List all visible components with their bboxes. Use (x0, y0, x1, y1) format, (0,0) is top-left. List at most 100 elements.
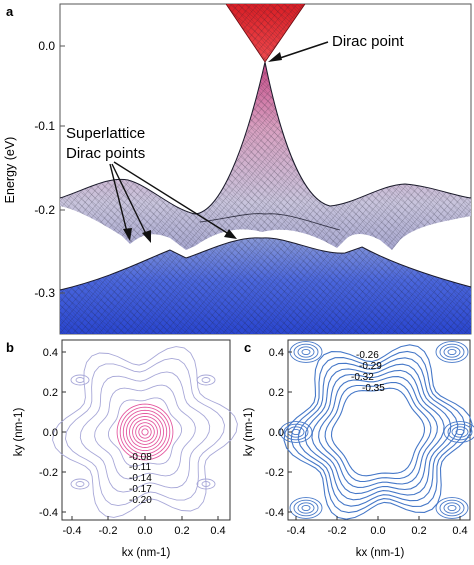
contour-line (447, 423, 473, 441)
contour-line (138, 425, 152, 439)
lower-band-surface (59, 237, 472, 334)
panel-b-xtick-2: 0.0 (137, 525, 152, 537)
panel-a-y-axis: 0.0 -0.1 -0.2 -0.3 Energy (eV) (3, 39, 65, 300)
contour-line (135, 422, 155, 442)
contour-line (79, 371, 211, 493)
contour-line (52, 346, 238, 518)
panel-c-contours (279, 341, 474, 520)
contour-line (297, 346, 315, 358)
contour-line (318, 376, 438, 488)
contour-line (297, 357, 459, 507)
superlattice-arrow-1 (109, 163, 129, 237)
contour-line (75, 377, 85, 383)
superlattice-arrowhead-1 (123, 228, 132, 241)
superlattice-arrowhead-3 (224, 229, 237, 239)
contour-line (196, 374, 216, 386)
superlattice-arrow-3 (113, 161, 233, 237)
contour-line (455, 428, 465, 436)
panel-c-ytick-4: -0.4 (265, 507, 284, 519)
contour-line (330, 387, 426, 477)
dirac-point-arrowhead (268, 52, 282, 62)
contour-line (293, 343, 319, 361)
panel-a-ylabel: Energy (eV) (3, 137, 17, 204)
panel-c: c -0.26 -0.29 -0.32 -0.35 -0.4 -0.2 0.0 … (243, 339, 474, 559)
contour-line (116, 403, 174, 461)
panel-b-contours (52, 346, 238, 518)
panel-b-xtick-0: -0.4 (63, 525, 82, 537)
contour-line (311, 369, 445, 495)
panel-a-tick-3: -0.3 (34, 286, 55, 300)
contour-line (107, 397, 183, 467)
dirac-point-arrow (273, 41, 329, 61)
panel-b-xtick-1: -0.2 (99, 525, 118, 537)
contour-line (201, 377, 211, 383)
panel-c-ytick-3: -0.2 (265, 467, 284, 479)
superlattice-label-line2: Dirac points (66, 145, 145, 162)
panel-c-frame (287, 339, 471, 521)
panel-b-ytick-1: 0.2 (43, 387, 58, 399)
contour-line (289, 497, 323, 519)
contour-line (119, 406, 171, 458)
contour-line (283, 344, 473, 520)
contour-line (451, 426, 469, 438)
panel-b-xtick-4: 0.4 (210, 525, 225, 537)
contour-line (443, 346, 461, 358)
contour-line (125, 412, 165, 452)
panel-a-annotations: Dirac point Superlattice Dirac points (66, 33, 405, 243)
panel-c-ytick-2: 0.0 (269, 427, 284, 439)
panel-b-ytick-3: -0.2 (39, 467, 58, 479)
panel-c-contour-label-0: -0.26 (356, 350, 379, 361)
panel-c-ytick-0: 0.4 (269, 347, 284, 359)
contour-line (129, 416, 161, 448)
contour-line (75, 481, 85, 487)
panel-a: a 0.0 (3, 3, 472, 335)
panel-c-ylabel: ky (nm-1) (243, 408, 255, 457)
panel-c-xtick-1: -0.2 (328, 525, 347, 537)
panel-c-xtick-4: 0.4 (452, 525, 467, 537)
contour-line (201, 481, 211, 487)
panel-b-ytick-2: 0.0 (43, 427, 58, 439)
superlattice-arrow-2 (111, 163, 149, 239)
contour-line (283, 423, 309, 441)
panel-a-letter: a (6, 4, 14, 19)
panel-c-ytick-1: 0.2 (269, 387, 284, 399)
panel-c-contour-label-2: -0.32 (351, 372, 374, 383)
panel-b: b -0.08 -0.11 -0.14 -0.17 -0.20 -0.4 -0.… (6, 339, 238, 559)
contour-line (70, 374, 90, 386)
contour-line (141, 428, 149, 436)
panel-b-contour-label-3: -0.17 (129, 484, 152, 495)
panel-b-contour-label-2: -0.14 (129, 473, 152, 484)
contour-line (439, 343, 465, 361)
contour-line (447, 348, 457, 356)
contour-line (447, 504, 457, 512)
panel-b-ytick-0: 0.4 (43, 347, 58, 359)
panel-b-contour-label-1: -0.11 (129, 462, 151, 473)
panel-b-ylabel: ky (nm-1) (13, 408, 25, 457)
contour-line (279, 421, 313, 443)
panel-c-letter: c (244, 340, 251, 355)
panel-c-xtick-2: 0.0 (370, 525, 385, 537)
panel-b-xtick-3: 0.2 (174, 525, 189, 537)
panel-c-contour-label-3: -0.35 (362, 383, 385, 394)
contour-line (439, 499, 465, 517)
panel-b-ticks (62, 351, 219, 520)
panel-c-xtick-3: 0.2 (411, 525, 426, 537)
panel-c-xlabel: kx (nm-1) (356, 547, 405, 559)
panel-c-xtick-0: -0.4 (287, 525, 306, 537)
panel-b-ytick-4: -0.4 (39, 507, 58, 519)
contour-line (301, 348, 311, 356)
contour-line (324, 381, 432, 483)
contour-line (435, 497, 469, 519)
superlattice-label-line1: Superlattice (66, 125, 145, 142)
contour-line (293, 499, 319, 517)
superlattice-arrowhead-2 (142, 230, 151, 243)
panel-b-contour-label-0: -0.08 (129, 452, 152, 463)
valence-band-surface (59, 61, 472, 250)
panel-a-tick-1: -0.1 (34, 119, 55, 133)
contour-line (65, 357, 225, 507)
panel-b-letter: b (6, 340, 14, 355)
conduction-cone-surface (225, 3, 306, 63)
contour-line (435, 341, 469, 363)
contour-line (301, 504, 311, 512)
